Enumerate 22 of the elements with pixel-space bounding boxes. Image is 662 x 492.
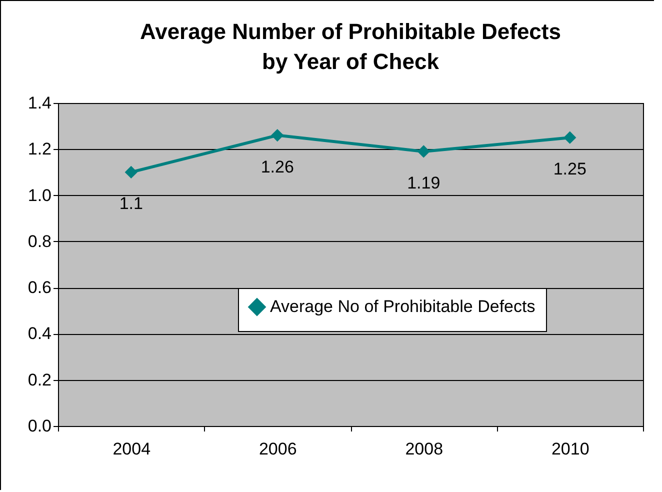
point <box>564 131 576 144</box>
data-label: 1.25 <box>553 160 586 179</box>
y-tick-label: 1.0 <box>28 186 52 205</box>
x-tick-label: 2008 <box>405 440 444 458</box>
point <box>417 145 430 158</box>
y-tick-label: 1.2 <box>28 140 52 159</box>
legend-label: Average No of Prohibitable Defects <box>270 297 536 316</box>
x-tick-label: 2010 <box>551 440 590 458</box>
y-tick-label: 1.4 <box>28 94 52 112</box>
x-tick-label: 2006 <box>258 440 297 458</box>
y-tick-label: 0.0 <box>28 416 52 436</box>
point <box>271 128 284 142</box>
chart-title: Average Number of Prohibitable Defects by Year of Check <box>140 19 561 74</box>
data-label: 1.1 <box>119 194 143 214</box>
point <box>124 166 138 179</box>
data-label: 1.26 <box>260 157 294 176</box>
y-tick-label: 0.2 <box>28 370 52 390</box>
y-tick-label: 0.8 <box>28 232 52 251</box>
x-tick-label: 2004 <box>112 440 151 458</box>
y-tick-label: 0.6 <box>28 278 52 298</box>
data-label: 1.19 <box>407 173 440 192</box>
y-tick-label: 0.4 <box>28 324 52 344</box>
